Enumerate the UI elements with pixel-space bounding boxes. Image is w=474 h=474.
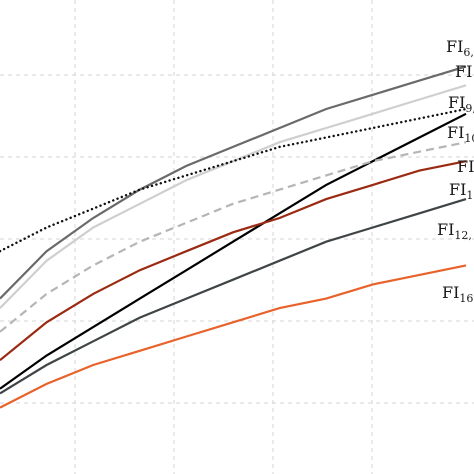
series-label-2: FI bbox=[455, 62, 472, 81]
series-line-4 bbox=[0, 112, 467, 390]
series-label-main: FI bbox=[437, 220, 454, 239]
series-label-subscript: 9, bbox=[465, 102, 474, 115]
series-label-subscript: 6, bbox=[463, 46, 474, 59]
series-label-main: FI bbox=[455, 62, 472, 81]
series-line-5 bbox=[0, 141, 467, 333]
series-label-main: FI bbox=[442, 283, 459, 302]
series-line-6 bbox=[0, 160, 467, 362]
series-line-3 bbox=[0, 107, 468, 253]
series-label-1: FI6, bbox=[446, 37, 474, 59]
series-label-3: FI9, bbox=[448, 93, 474, 115]
series-line-2 bbox=[0, 84, 467, 309]
series-label-main: FI bbox=[446, 37, 463, 56]
series-label-subscript: 16, bbox=[459, 292, 474, 305]
series-line-7 bbox=[0, 198, 467, 395]
series-label-main: FI bbox=[449, 180, 466, 199]
series-line-1 bbox=[0, 65, 467, 300]
series-layer bbox=[0, 65, 468, 409]
series-label-main: FI bbox=[448, 93, 465, 112]
series-label-7: FI12, bbox=[437, 220, 472, 242]
series-label-4: FI10, bbox=[447, 123, 474, 145]
series-label-8: FI16, bbox=[442, 283, 474, 305]
series-label-subscript: 18 bbox=[466, 189, 474, 202]
series-label-main: FI bbox=[447, 123, 464, 142]
series-line-8 bbox=[0, 264, 467, 409]
series-label-5: FI bbox=[457, 157, 474, 176]
series-label-6: FI18 bbox=[449, 180, 474, 202]
series-label-subscript: 10, bbox=[464, 132, 474, 145]
series-label-subscript: 12, bbox=[454, 229, 472, 242]
series-label-main: FI bbox=[457, 157, 474, 176]
